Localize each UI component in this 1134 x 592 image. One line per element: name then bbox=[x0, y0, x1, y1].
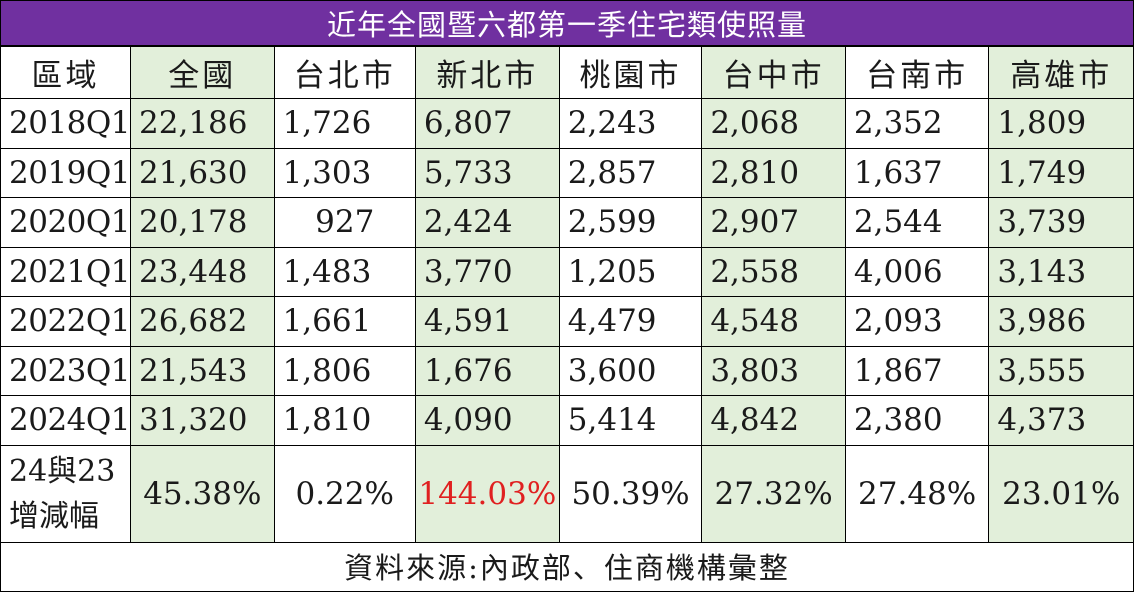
table-cell: 23,448 bbox=[130, 246, 275, 297]
table-cell: 4,090 bbox=[414, 395, 560, 446]
change-cell: 50.39% bbox=[558, 444, 703, 543]
change-row-label: 24與23 增減幅 bbox=[0, 444, 132, 543]
header-col: 桃園市 bbox=[558, 46, 703, 99]
row-label: 2019Q1 bbox=[0, 147, 132, 198]
table-cell: 2,599 bbox=[558, 197, 703, 248]
table-cell: 2,544 bbox=[844, 197, 990, 248]
table-row: 2023Q1 21,543 1,806 1,676 3,600 3,803 1,… bbox=[0, 345, 1134, 396]
row-label: 2024Q1 bbox=[0, 395, 132, 446]
table-cell: 3,739 bbox=[988, 197, 1134, 248]
table-cell: 26,682 bbox=[130, 296, 275, 347]
header-col: 高雄市 bbox=[988, 46, 1134, 99]
header-col: 台北市 bbox=[273, 46, 416, 99]
table-cell: 2,857 bbox=[558, 147, 703, 198]
table-cell: 3,770 bbox=[414, 246, 560, 297]
table-cell: 31,320 bbox=[130, 395, 275, 446]
row-label: 2018Q1 bbox=[0, 98, 132, 149]
change-label-line1: 24與23 bbox=[9, 453, 116, 489]
table-cell: 3,143 bbox=[988, 246, 1134, 297]
table-cell: 2,243 bbox=[558, 98, 703, 149]
table-cell: 22,186 bbox=[130, 98, 275, 149]
source-note: 資料來源:內政部、住商機構彙整 bbox=[344, 551, 790, 585]
table-row: 2020Q1 20,178 927 2,424 2,599 2,907 2,54… bbox=[0, 197, 1134, 248]
table-cell: 1,810 bbox=[273, 395, 416, 446]
row-label: 2022Q1 bbox=[0, 296, 132, 347]
table-cell: 1,661 bbox=[273, 296, 416, 347]
table-cell: 3,600 bbox=[558, 345, 703, 396]
table-cell: 3,555 bbox=[988, 345, 1134, 396]
header-col: 全國 bbox=[130, 46, 275, 99]
header-row: 區域 全國 台北市 新北市 桃園市 台中市 台南市 高雄市 bbox=[0, 46, 1134, 99]
table-cell: 21,630 bbox=[130, 147, 275, 198]
table-cell: 4,842 bbox=[701, 395, 846, 446]
table-row: 2018Q1 22,186 1,726 6,807 2,243 2,068 2,… bbox=[0, 98, 1134, 149]
header-col: 新北市 bbox=[414, 46, 560, 99]
table-row: 2024Q1 31,320 1,810 4,090 5,414 4,842 2,… bbox=[0, 395, 1134, 446]
table-cell: 2,352 bbox=[844, 98, 990, 149]
table-cell: 2,068 bbox=[701, 98, 846, 149]
table-cell: 4,479 bbox=[558, 296, 703, 347]
table-cell: 927 bbox=[273, 197, 416, 248]
table-cell: 4,373 bbox=[988, 395, 1134, 446]
change-cell: 45.38% bbox=[130, 444, 275, 543]
table-cell: 1,205 bbox=[558, 246, 703, 297]
table-cell: 1,749 bbox=[988, 147, 1134, 198]
header-region: 區域 bbox=[0, 46, 132, 99]
change-cell-highlight: 144.03% bbox=[414, 444, 560, 543]
table-cell: 20,178 bbox=[130, 197, 275, 248]
change-label-line2: 增減幅 bbox=[9, 498, 99, 534]
table-row: 2021Q1 23,448 1,483 3,770 1,205 2,558 4,… bbox=[0, 246, 1134, 297]
table-cell: 2,810 bbox=[701, 147, 846, 198]
table-cell: 4,548 bbox=[701, 296, 846, 347]
table-cell: 2,093 bbox=[844, 296, 990, 347]
change-cell: 27.32% bbox=[701, 444, 846, 543]
table-cell: 4,591 bbox=[414, 296, 560, 347]
header-col: 台中市 bbox=[701, 46, 846, 99]
change-row: 24與23 增減幅 45.38% 0.22% 144.03% 50.39% 27.… bbox=[0, 444, 1134, 543]
change-cell: 23.01% bbox=[988, 444, 1134, 543]
table-cell: 1,809 bbox=[988, 98, 1134, 149]
table-row: 2022Q1 26,682 1,661 4,591 4,479 4,548 2,… bbox=[0, 296, 1134, 347]
permit-table: 區域 全國 台北市 新北市 桃園市 台中市 台南市 高雄市 2018Q1 22,… bbox=[0, 46, 1134, 543]
row-label: 2023Q1 bbox=[0, 345, 132, 396]
table-cell: 5,733 bbox=[414, 147, 560, 198]
table-cell: 1,726 bbox=[273, 98, 416, 149]
table-cell: 1,483 bbox=[273, 246, 416, 297]
header-col: 台南市 bbox=[844, 46, 990, 99]
row-label: 2021Q1 bbox=[0, 246, 132, 297]
table-cell: 6,807 bbox=[414, 98, 560, 149]
table-cell: 1,867 bbox=[844, 345, 990, 396]
table-cell: 1,806 bbox=[273, 345, 416, 396]
table-cell: 21,543 bbox=[130, 345, 275, 396]
table-cell: 3,803 bbox=[701, 345, 846, 396]
row-label: 2020Q1 bbox=[0, 197, 132, 248]
table-title: 近年全國暨六都第一季住宅類使照量 bbox=[0, 0, 1134, 46]
table-cell: 2,558 bbox=[701, 246, 846, 297]
table-cell: 5,414 bbox=[558, 395, 703, 446]
change-cell: 27.48% bbox=[844, 444, 990, 543]
table-cell: 4,006 bbox=[844, 246, 990, 297]
table-cell: 1,637 bbox=[844, 147, 990, 198]
table-cell: 2,424 bbox=[414, 197, 560, 248]
table-cell: 1,676 bbox=[414, 345, 560, 396]
table-cell: 3,986 bbox=[988, 296, 1134, 347]
table-cell: 1,303 bbox=[273, 147, 416, 198]
table-cell: 2,907 bbox=[701, 197, 846, 248]
table-cell: 2,380 bbox=[844, 395, 990, 446]
change-cell: 0.22% bbox=[273, 444, 416, 543]
table-row: 2019Q1 21,630 1,303 5,733 2,857 2,810 1,… bbox=[0, 147, 1134, 198]
